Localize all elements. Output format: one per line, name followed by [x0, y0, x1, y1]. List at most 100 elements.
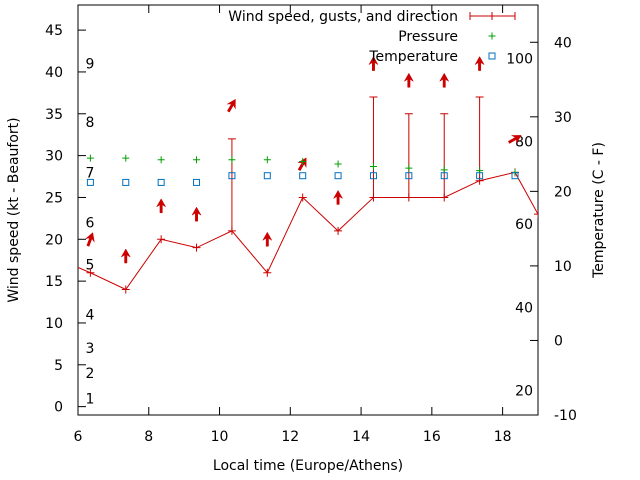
x-tick-label: 14 [352, 429, 370, 445]
y-right-tick-label: 10 [554, 259, 572, 275]
y-left-tick-label: 35 [45, 107, 63, 123]
pressure-point [228, 156, 236, 164]
pressure-point [405, 164, 413, 172]
gust-bar [440, 113, 449, 198]
beaufort-label: 2 [86, 366, 95, 382]
plot-frame [77, 4, 539, 416]
beaufort-label: 6 [86, 216, 95, 232]
temperature-point [157, 178, 165, 186]
pressure-point [157, 156, 165, 164]
legend-swatch-pressure [488, 32, 496, 40]
wind-direction-arrow [155, 198, 167, 214]
wind-direction-arrow [120, 248, 131, 264]
wind-direction-arrow [403, 72, 415, 88]
temperature-point [511, 172, 519, 180]
fahrenheit-label: 80 [515, 134, 533, 150]
wind-speed-line [78, 171, 538, 291]
y-left-tick-label: 15 [45, 274, 63, 290]
y-left-tick-label: 5 [54, 358, 63, 374]
plot-area [67, 56, 538, 294]
y-left-tick-label: 0 [54, 400, 63, 416]
y-left-tick-label: 30 [45, 149, 63, 165]
wind-direction-arrow [262, 231, 273, 247]
y-right-tick-label: 0 [554, 333, 563, 349]
gust-bar [227, 138, 236, 231]
wind-speed-point [121, 285, 130, 294]
temperature-point [440, 172, 448, 180]
legend-swatch-temperature [488, 52, 496, 60]
x-tick-label: 6 [74, 429, 83, 445]
temperature-point [263, 172, 271, 180]
pressure-point [334, 160, 342, 168]
x-tick-label: 16 [423, 429, 441, 445]
temperature-point [369, 172, 377, 180]
x-tick-label: 10 [211, 429, 229, 445]
temperature-point [86, 178, 94, 186]
beaufort-label: 5 [86, 257, 95, 273]
beaufort-label: 7 [86, 165, 95, 181]
y-left-tick-label: 20 [45, 232, 63, 248]
gust-bar [369, 96, 378, 198]
fahrenheit-label: 100 [506, 52, 533, 68]
beaufort-label: 4 [86, 308, 95, 324]
temperature-point [122, 178, 130, 186]
beaufort-label: 3 [86, 341, 95, 357]
y-right-tick-label: -10 [554, 408, 577, 424]
pressure-point [263, 156, 271, 164]
beaufort-label: 1 [86, 391, 95, 407]
wind-direction-arrow [368, 56, 379, 71]
x-tick-label: 18 [494, 429, 512, 445]
beaufort-label: 8 [86, 115, 95, 131]
y-right-tick-label: 30 [554, 110, 572, 126]
y-left-tick-label: 25 [45, 190, 63, 206]
beaufort-label: 9 [86, 57, 95, 73]
temperature-point [334, 172, 342, 180]
legend-label: Wind speed, gusts, and direction [228, 9, 458, 25]
wind-speed-point [157, 235, 166, 244]
x-axis-label: Local time (Europe/Athens) [213, 458, 403, 474]
temperature-point [228, 172, 236, 180]
y-left-tick-label: 10 [45, 316, 63, 332]
wind-direction-arrow [226, 98, 236, 113]
legend-swatch-wind [469, 12, 516, 20]
pressure-point [86, 154, 94, 162]
y-left-axis-label: Wind speed (kt - Beaufort) [6, 117, 22, 302]
wind-direction-arrow [507, 135, 522, 145]
wind-speed-point [67, 260, 75, 268]
pressure-point [369, 162, 377, 170]
gust-bar [475, 96, 484, 181]
wind-speed-point [192, 243, 201, 252]
wind-direction-arrow [84, 232, 95, 247]
y-left-tick-label: 40 [45, 65, 63, 81]
y-right-tick-label: 20 [554, 184, 572, 200]
wind-speed-point [263, 268, 272, 277]
y-left-tick-label: 45 [45, 23, 63, 39]
wind-direction-arrow [439, 72, 450, 88]
legend-label: Pressure [398, 29, 458, 45]
x-tick-label: 12 [281, 429, 299, 445]
gust-bar [404, 113, 413, 198]
pressure-point [193, 156, 201, 164]
wind-direction-arrow [191, 206, 202, 222]
y-right-tick-label: 40 [554, 35, 572, 51]
temperature-point [193, 178, 201, 186]
pressure-point [299, 157, 307, 165]
wind-speed-point [298, 193, 307, 202]
fahrenheit-label: 20 [515, 383, 533, 399]
fahrenheit-label: 40 [515, 301, 533, 317]
y-right-axis-label: Temperature (C - F) [591, 142, 607, 279]
wind-direction-arrow [474, 56, 485, 71]
wind-speed-point [86, 268, 95, 277]
wind-speed-point [334, 226, 343, 235]
fahrenheit-label: 60 [515, 217, 533, 233]
temperature-point [299, 172, 307, 180]
pressure-point [440, 166, 448, 174]
legend-label: Temperature [368, 49, 458, 65]
wind-speed-point [534, 210, 538, 219]
temperature-point [405, 172, 413, 180]
pressure-point [122, 154, 130, 162]
x-tick-label: 8 [144, 429, 153, 445]
temperature-point [476, 172, 484, 180]
wind-direction-arrow [332, 189, 344, 205]
